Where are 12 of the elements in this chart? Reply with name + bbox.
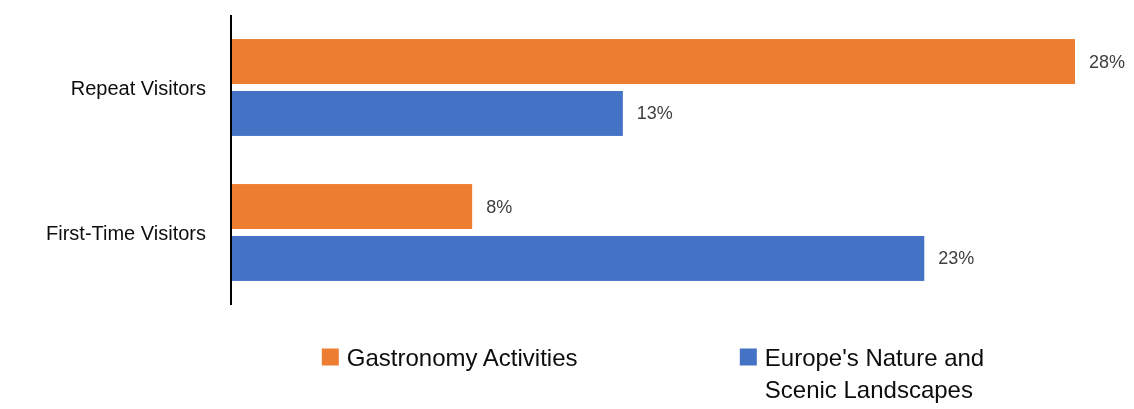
y-tick-label: First-Time Visitors bbox=[46, 221, 206, 244]
y-tick-label: Repeat Visitors bbox=[70, 76, 206, 99]
data-label: 23% bbox=[938, 248, 975, 269]
data-label: 28% bbox=[1089, 51, 1126, 72]
bar bbox=[231, 39, 1075, 84]
data-label: 8% bbox=[486, 196, 513, 217]
bar bbox=[231, 184, 473, 229]
legend-label: Europe's Nature and Scenic Landscapes bbox=[764, 343, 985, 403]
legend-label: Gastronomy Activities bbox=[346, 343, 578, 371]
bar bbox=[231, 236, 925, 281]
bar bbox=[231, 91, 623, 136]
data-label: 13% bbox=[636, 103, 673, 124]
